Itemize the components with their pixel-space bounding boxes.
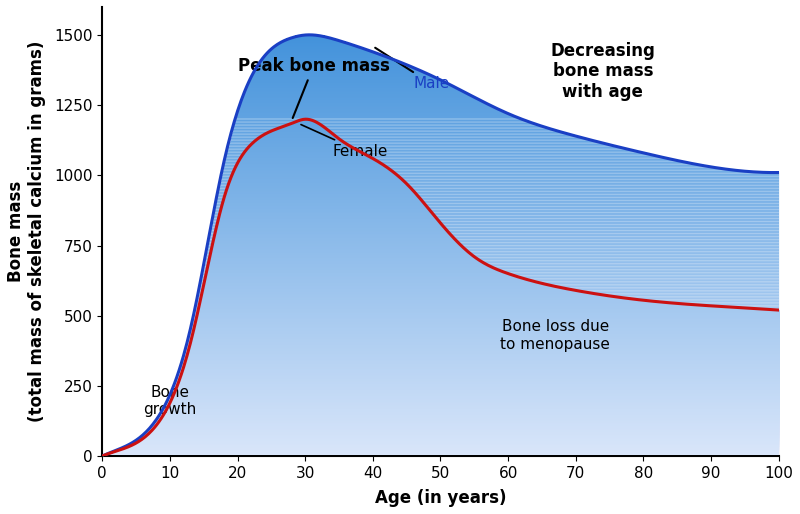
- Text: Decreasing
bone mass
with age: Decreasing bone mass with age: [550, 42, 655, 101]
- Text: Bone loss due
to menopause: Bone loss due to menopause: [501, 319, 610, 352]
- Text: Male: Male: [375, 48, 450, 91]
- Text: Bone
growth: Bone growth: [143, 385, 197, 417]
- Text: Peak bone mass: Peak bone mass: [238, 57, 390, 118]
- Text: Female: Female: [301, 124, 388, 159]
- X-axis label: Age (in years): Age (in years): [374, 489, 506, 507]
- Y-axis label: Bone mass
(total mass of skeletal calcium in grams): Bone mass (total mass of skeletal calciu…: [7, 41, 46, 422]
